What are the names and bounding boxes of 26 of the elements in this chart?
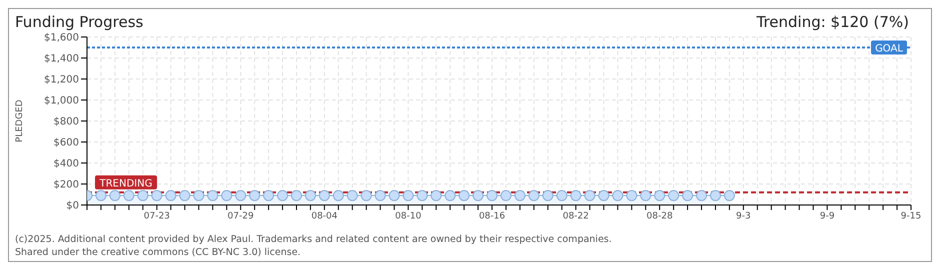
ref-line-label: TRENDING xyxy=(98,178,152,190)
x-tick-label: 07-29 xyxy=(228,211,254,222)
x-tick-label: 08-04 xyxy=(311,211,338,222)
chart-subtitle: Trending: $120 (7%) xyxy=(756,13,909,31)
x-tick-label: 07-23 xyxy=(144,211,170,222)
text: Shared under the creative commons (CC BY-NC 3.0) license. xyxy=(15,246,302,259)
y-tick-label: $200 xyxy=(54,180,79,191)
x-tick-label: 08-28 xyxy=(646,211,673,222)
y-tick-label: $1,000 xyxy=(44,96,79,107)
x-tick-label: 9-3 xyxy=(736,211,751,222)
y-tick-label: $400 xyxy=(54,158,79,170)
chart-title: Funding Progress xyxy=(15,13,144,31)
x-tick-label: 08-22 xyxy=(562,211,589,222)
y-tick-label: $0 xyxy=(66,200,79,212)
ref-line-label: GOAL xyxy=(875,44,904,54)
x-tick-label: 08-16 xyxy=(478,211,506,222)
y-tick-label: $1,600 xyxy=(44,32,79,44)
y-tick-label: $1,400 xyxy=(44,54,79,65)
y-tick-label: $1,200 xyxy=(44,74,79,86)
x-tick-label: 9-9 xyxy=(820,211,835,222)
y-axis-title: PLEDGED xyxy=(15,100,26,142)
x-tick-label: 9-15 xyxy=(900,211,922,222)
x-tick-label: 08-10 xyxy=(395,211,422,222)
text: (c)2025. Additional content provided by Alex Paul. Trademarks and related content are owned by their respective companies. xyxy=(15,233,612,246)
y-tick-label: $800 xyxy=(54,116,79,128)
y-tick-label: $600 xyxy=(54,138,79,149)
